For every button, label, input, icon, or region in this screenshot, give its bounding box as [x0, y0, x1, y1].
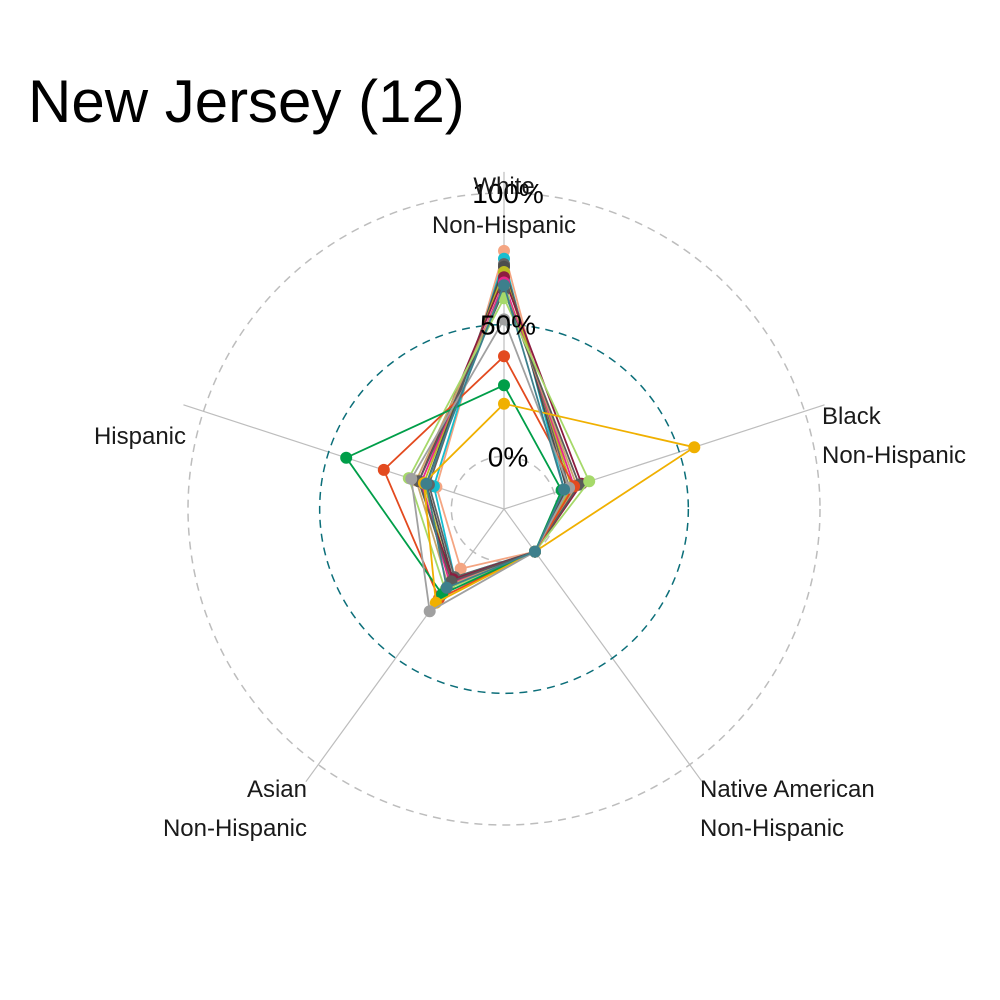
axis-label: Asian: [247, 776, 307, 803]
series-point: [440, 581, 453, 594]
axis-label: Black: [822, 403, 882, 430]
series-point: [405, 472, 418, 485]
series-point: [529, 545, 541, 558]
series-point: [498, 397, 510, 410]
series-point: [340, 451, 353, 464]
grid-value-label: 0%: [488, 441, 528, 472]
series-line: [344, 384, 563, 596]
series-point: [498, 350, 510, 363]
series-point: [454, 562, 467, 575]
axis-label-sub: Non-Hispanic: [700, 815, 844, 842]
series-line: [410, 317, 571, 613]
axis-label: White: [473, 173, 534, 200]
axis-label-sub: Non-Hispanic: [822, 442, 966, 469]
axis-label: Hispanic: [94, 423, 186, 450]
series-point: [423, 605, 436, 618]
radar-series: [340, 244, 701, 618]
series-line: [422, 402, 697, 605]
series-line: [382, 354, 576, 600]
axis-spoke: [305, 508, 505, 783]
axis-label: Native American: [700, 776, 875, 803]
series-point: [498, 379, 510, 392]
series-point: [558, 483, 571, 496]
grid-circle: [187, 192, 821, 826]
series-point: [583, 475, 596, 488]
axis-label-sub: Non-Hispanic: [432, 212, 576, 239]
series-point: [498, 313, 510, 326]
grid-value-label: 50%: [480, 310, 536, 341]
series-line: [417, 288, 581, 583]
axis-label-sub: Non-Hispanic: [163, 815, 307, 842]
series-line: [425, 282, 566, 590]
series-point: [498, 279, 510, 292]
series-point: [420, 477, 433, 490]
series-point: [377, 463, 390, 476]
series-point: [688, 441, 701, 454]
chart-title: New Jersey (12): [28, 68, 465, 135]
grid-value-label: 100%: [472, 178, 544, 209]
radar-labels: 0% 50% 100%White Non-Hispanic Black Non-Hispa…: [94, 173, 966, 842]
